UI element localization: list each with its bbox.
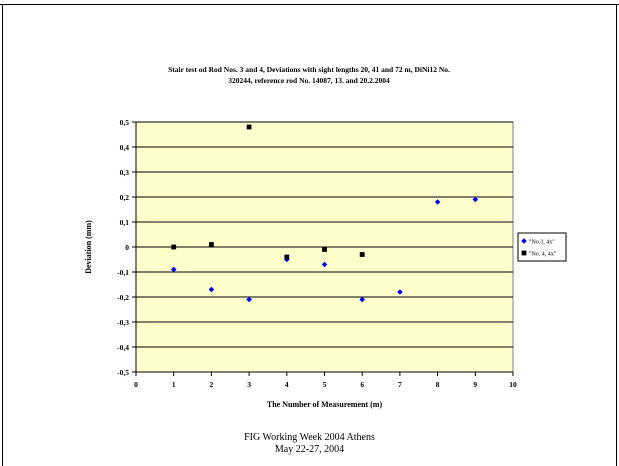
- x-tick-label: 10: [509, 380, 517, 389]
- footer-event: FIG Working Week 2004 Athens: [0, 432, 619, 443]
- data-point-no4: [360, 252, 365, 257]
- data-point-no4: [322, 247, 327, 252]
- y-tick-label: 0,1: [120, 218, 130, 227]
- data-point-no4: [284, 255, 289, 260]
- chart-title: Stair test od Rod Nos. 3 and 4, Deviatio…: [168, 65, 450, 85]
- legend: "No.3, 4x" "No. 4, 4x": [518, 233, 566, 261]
- y-tick-label: -0,4: [117, 343, 129, 352]
- x-tick-label: 9: [473, 380, 477, 389]
- x-tick-label: 7: [398, 380, 402, 389]
- x-tick-label: 6: [360, 380, 364, 389]
- chart-title-line: Stair test od Rod Nos. 3 and 4, Deviatio…: [168, 65, 450, 74]
- y-tick-label: 0: [125, 243, 129, 252]
- y-tick-label: 0,3: [120, 168, 130, 177]
- legend-label: "No. 4, 4x": [529, 252, 557, 258]
- x-tick-label: 2: [210, 380, 214, 389]
- x-tick-label: 4: [285, 380, 289, 389]
- x-axis-label: The Number of Measurement (m): [267, 400, 383, 409]
- x-tick-label: 1: [172, 380, 176, 389]
- footer-dates: May 22-27, 2004: [0, 444, 619, 455]
- x-tick-label: 5: [323, 380, 327, 389]
- chart-title-line: 320244, reference rod No. 14087, 13. and…: [228, 76, 390, 85]
- y-tick-label: 0,2: [120, 193, 130, 202]
- y-tick-labels: 0,5 0,4 0,3 0,2 0,1 0 -0,1 -0,2 -0,3 -0,4 -0,5: [117, 118, 129, 377]
- x-tick-label: 8: [436, 380, 440, 389]
- y-tick-label: -0,3: [117, 318, 129, 327]
- y-tick-label: 0,4: [120, 143, 130, 152]
- data-point-no4: [247, 125, 252, 130]
- y-tick-label: -0,5: [117, 368, 129, 377]
- x-tick-labels: 0 1 2 3 4 5 6 7 8 9 10: [134, 380, 517, 389]
- y-tick-label: -0,2: [117, 293, 129, 302]
- data-point-no4: [209, 242, 214, 247]
- y-axis-label: Deviation (mm): [84, 220, 93, 274]
- x-tick-label: 3: [247, 380, 251, 389]
- x-tick-label: 0: [134, 380, 138, 389]
- y-tick-label: 0,5: [120, 118, 130, 127]
- y-tick-label: -0,1: [117, 268, 129, 277]
- data-point-no4: [171, 245, 176, 250]
- legend-label: "No.3, 4x": [529, 240, 555, 246]
- legend-marker: [522, 251, 527, 256]
